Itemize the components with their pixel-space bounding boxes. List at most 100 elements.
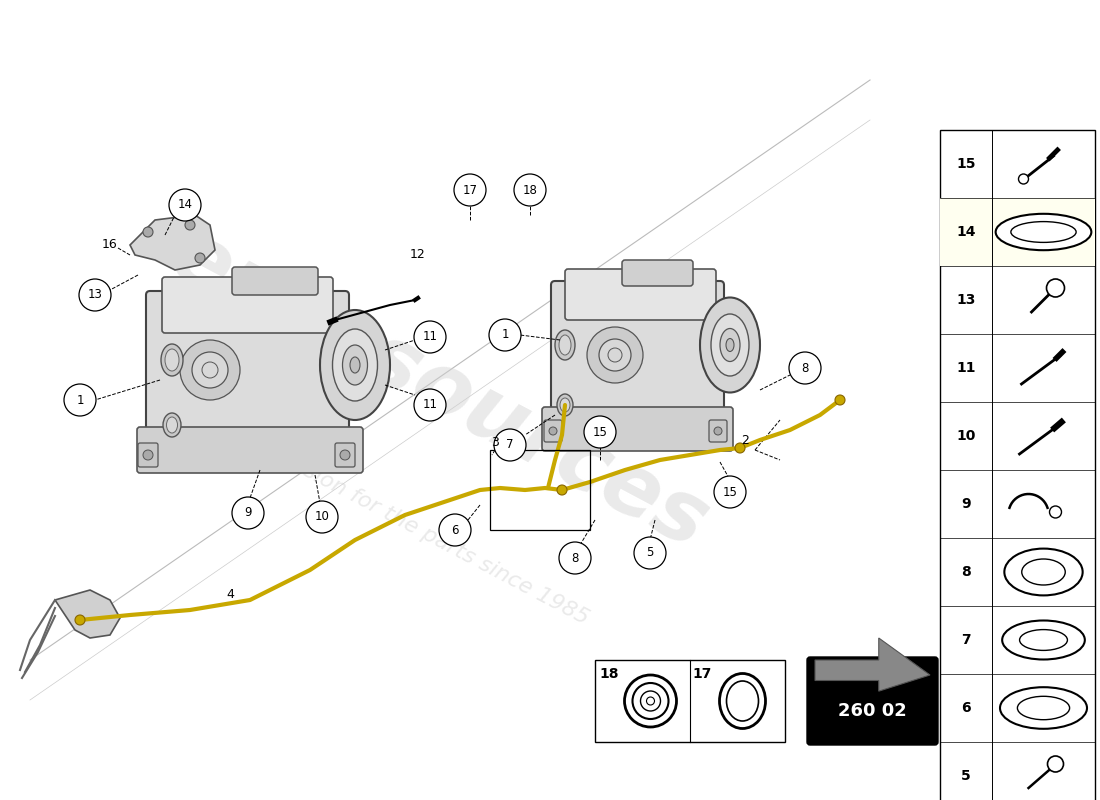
Ellipse shape <box>1022 559 1065 585</box>
Text: 5: 5 <box>961 769 971 783</box>
FancyBboxPatch shape <box>232 267 318 295</box>
Ellipse shape <box>163 413 182 437</box>
Ellipse shape <box>711 314 749 376</box>
Circle shape <box>640 691 660 711</box>
FancyBboxPatch shape <box>146 291 349 459</box>
Text: 5: 5 <box>647 546 653 559</box>
Circle shape <box>1046 279 1065 297</box>
Text: a passion for the parts since 1985: a passion for the parts since 1985 <box>248 432 593 628</box>
Circle shape <box>195 253 205 263</box>
Bar <box>940 130 1094 800</box>
Ellipse shape <box>726 681 759 721</box>
Text: 16: 16 <box>102 238 118 251</box>
Ellipse shape <box>1004 549 1082 595</box>
Text: 14: 14 <box>177 198 192 211</box>
Ellipse shape <box>720 329 740 362</box>
Circle shape <box>625 675 676 727</box>
Text: 6: 6 <box>451 523 459 537</box>
Circle shape <box>414 321 446 353</box>
Ellipse shape <box>1000 687 1087 729</box>
Ellipse shape <box>996 214 1091 250</box>
Text: 13: 13 <box>88 289 102 302</box>
Circle shape <box>559 542 591 574</box>
FancyBboxPatch shape <box>138 427 363 473</box>
Circle shape <box>647 697 654 705</box>
Circle shape <box>185 220 195 230</box>
Ellipse shape <box>342 345 367 385</box>
Circle shape <box>64 384 96 416</box>
Circle shape <box>490 319 521 351</box>
Circle shape <box>634 537 665 569</box>
FancyBboxPatch shape <box>565 269 716 320</box>
Circle shape <box>1019 174 1028 184</box>
Polygon shape <box>815 638 930 691</box>
Ellipse shape <box>726 338 734 351</box>
Text: 7: 7 <box>961 633 971 647</box>
Text: 7: 7 <box>506 438 514 451</box>
Ellipse shape <box>560 398 570 412</box>
Ellipse shape <box>165 349 179 371</box>
Text: 11: 11 <box>422 330 438 343</box>
Bar <box>595 660 785 742</box>
Text: 3: 3 <box>491 437 499 450</box>
Text: 15: 15 <box>593 426 607 438</box>
Circle shape <box>169 189 201 221</box>
Text: 18: 18 <box>522 183 538 197</box>
Circle shape <box>557 485 566 495</box>
Ellipse shape <box>719 674 766 729</box>
Polygon shape <box>55 590 120 638</box>
Bar <box>940 198 1094 266</box>
Ellipse shape <box>556 330 575 360</box>
Ellipse shape <box>1020 630 1067 650</box>
Ellipse shape <box>557 394 573 416</box>
FancyBboxPatch shape <box>542 407 733 451</box>
Circle shape <box>340 450 350 460</box>
Circle shape <box>143 450 153 460</box>
Text: 10: 10 <box>315 510 329 523</box>
Text: 8: 8 <box>801 362 808 374</box>
Ellipse shape <box>350 357 360 373</box>
Circle shape <box>494 429 526 461</box>
Circle shape <box>600 339 631 371</box>
Text: 10: 10 <box>956 429 976 443</box>
Text: 17: 17 <box>692 667 712 681</box>
Ellipse shape <box>1002 621 1085 659</box>
Circle shape <box>549 427 557 435</box>
Circle shape <box>180 340 240 400</box>
Circle shape <box>439 514 471 546</box>
FancyBboxPatch shape <box>551 281 724 434</box>
Circle shape <box>75 615 85 625</box>
Text: 17: 17 <box>462 183 477 197</box>
Text: 18: 18 <box>600 667 618 681</box>
Text: 9: 9 <box>961 497 971 511</box>
Circle shape <box>414 389 446 421</box>
Ellipse shape <box>1011 222 1076 242</box>
FancyBboxPatch shape <box>162 277 333 333</box>
Text: eurosources: eurosources <box>157 214 723 566</box>
Circle shape <box>584 416 616 448</box>
Text: 13: 13 <box>956 293 976 307</box>
Circle shape <box>1047 756 1064 772</box>
Circle shape <box>232 497 264 529</box>
Circle shape <box>735 443 745 453</box>
Ellipse shape <box>700 298 760 393</box>
Text: 8: 8 <box>961 565 971 579</box>
Circle shape <box>714 427 722 435</box>
Circle shape <box>514 174 546 206</box>
Circle shape <box>587 327 643 383</box>
Ellipse shape <box>166 417 177 433</box>
Text: 260 02: 260 02 <box>838 702 906 720</box>
Text: 11: 11 <box>956 361 976 375</box>
Text: 6: 6 <box>961 701 971 715</box>
Circle shape <box>454 174 486 206</box>
Ellipse shape <box>161 344 183 376</box>
Text: 1: 1 <box>502 329 508 342</box>
Text: 1: 1 <box>76 394 84 406</box>
Text: 14: 14 <box>956 225 976 239</box>
Ellipse shape <box>332 329 377 401</box>
FancyBboxPatch shape <box>807 657 938 745</box>
Text: 9: 9 <box>244 506 252 519</box>
Circle shape <box>835 395 845 405</box>
FancyBboxPatch shape <box>138 443 158 467</box>
Circle shape <box>192 352 228 388</box>
